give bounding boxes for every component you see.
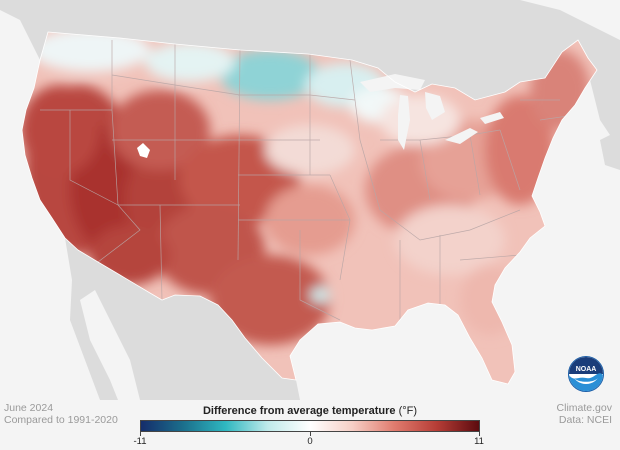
noaa-logo-text: NOAA [576,366,597,373]
temperature-anomaly-map [0,0,620,400]
legend-color-bar [140,420,480,432]
noaa-logo: NOAA [568,356,604,392]
legend-label-max: 11 [474,436,484,447]
lake-huron [425,92,445,120]
baseline-period: Compared to 1991-2020 [4,414,118,426]
map-date: June 2024 [4,402,54,414]
lake-michigan [398,95,410,150]
lake-ontario [480,112,504,124]
legend-tick-min [140,432,141,436]
state-borders [40,40,576,321]
canada-landmass [0,0,620,150]
legend-title-text: Difference from average temperature [202,405,396,417]
legend-tick-mid [310,432,311,436]
mexico-landmass [65,238,300,400]
lake-erie [445,128,478,144]
lake-superior [360,74,425,92]
credit-site: Climate.gov [556,402,612,414]
legend-label-mid: 0 [307,436,313,447]
legend-title: Difference from average temperature (°F) [140,405,480,417]
newfoundland-landmass [600,130,620,170]
legend-unit: (°F) [398,405,418,417]
us-outline [21,31,598,385]
neighbor-land [0,0,620,400]
great-salt-lake [137,143,150,158]
great-lakes [360,74,504,150]
credit-data-source: Data: NCEI [558,414,612,426]
legend-tick-max [479,432,480,436]
legend-label-min: -11 [133,436,147,447]
